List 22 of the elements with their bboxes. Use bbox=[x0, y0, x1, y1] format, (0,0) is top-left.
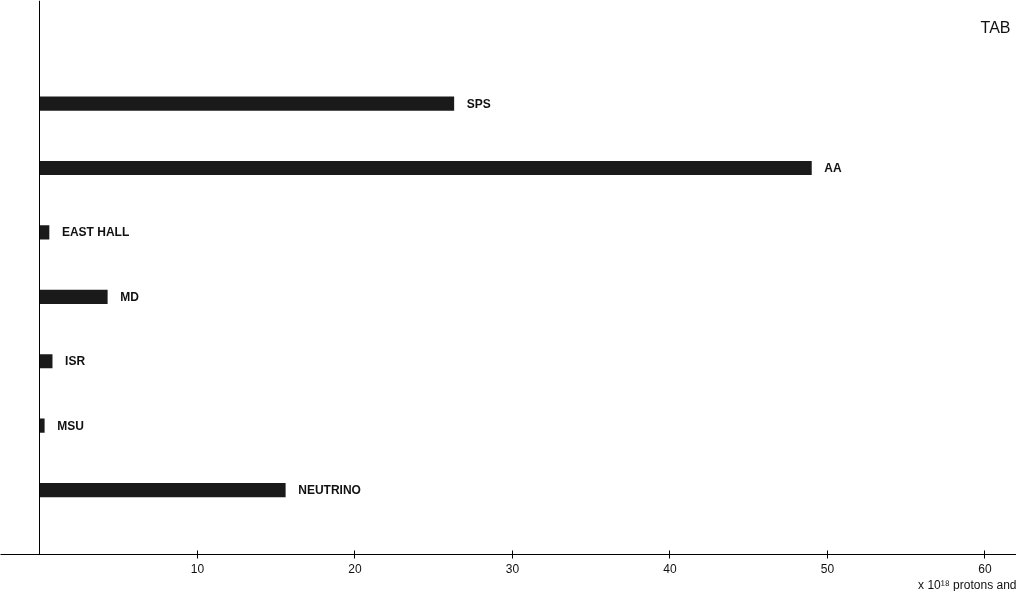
y-tick-label: NEUTRINO bbox=[298, 483, 361, 498]
bar bbox=[39, 96, 455, 111]
y-tick-label: AA bbox=[824, 160, 842, 175]
chart-title: TAB bbox=[980, 18, 1011, 36]
x-tick-label: 10 bbox=[190, 561, 205, 576]
bar bbox=[39, 354, 53, 369]
y-tick-label: SPS bbox=[466, 96, 491, 111]
y-tick-label: MD bbox=[120, 289, 140, 304]
x-tick-label: 50 bbox=[820, 561, 835, 576]
y-tick-label: ISR bbox=[65, 354, 86, 369]
x-tick-label: 30 bbox=[505, 561, 520, 576]
y-tick-label: MSU bbox=[57, 418, 84, 433]
bar bbox=[39, 289, 108, 304]
x-tick-label: 60 bbox=[978, 561, 992, 576]
y-tick-label: EAST HALL bbox=[61, 225, 130, 240]
bar bbox=[39, 225, 50, 240]
bar bbox=[39, 160, 812, 176]
x-tick-label: 40 bbox=[663, 561, 677, 576]
x-tick-label: 20 bbox=[348, 561, 362, 576]
bar bbox=[39, 418, 45, 433]
x-axis-title: x 10¹⁸ protons and bbox=[918, 577, 1016, 591]
bar bbox=[39, 483, 286, 498]
